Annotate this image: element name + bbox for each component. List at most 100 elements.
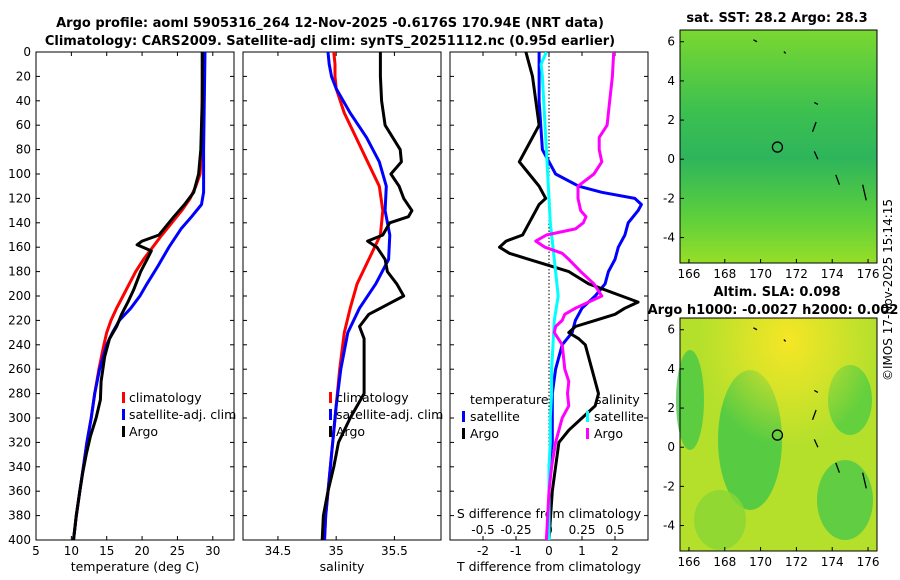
x-tick-label: -2 [477,544,489,558]
y-tick-label: 300 [8,411,31,425]
map-frame [679,29,878,264]
y-tick-label: 240 [8,338,31,352]
map-x-tick-label: 166 [678,267,701,281]
x-tick-label: 35 [329,544,344,558]
map-y-tick-label: 6 [667,35,675,49]
map-y-tick-label: 4 [667,74,675,88]
map-x-tick-label: 170 [749,267,772,281]
map-y-tick-label: -4 [663,231,675,245]
sst-map-title: sat. SST: 28.2 Argo: 28.3 [686,11,867,26]
coastline-island [753,39,758,43]
map-x-tick-label: 168 [713,267,736,281]
y-tick-label: 100 [8,167,31,181]
coastline-island [862,184,867,201]
y-tick-label: 380 [8,509,31,523]
series-line-satellite-adj-clim [72,52,207,540]
legend-label: Argo [129,424,158,439]
map-y-tick-label: -2 [663,479,675,493]
legend-swatch [586,411,589,422]
x-tick-label: 5 [32,544,40,558]
map-x-tick-label: 174 [821,267,844,281]
map-y-tick-label: 4 [667,362,675,376]
salinity-panel: 34.5 35 35.5 salinity climatology satellite-a… [242,51,443,574]
map-x-tick-label: 170 [749,555,772,569]
y-tick-label: 200 [8,289,31,303]
map-x-tick-label: 168 [713,555,736,569]
float-position-marker [771,429,784,441]
map-y-tick-label: 6 [667,323,675,337]
legend-swatch [122,426,125,437]
y-tick-label: 260 [8,362,31,376]
legend-label: climatology [336,390,409,405]
sla-map-title-line2: Argo h1000: -0.0027 h2000: 0.002 [648,303,899,318]
y-tick-label: 320 [8,435,31,449]
map-y-tick-label: 2 [667,401,675,415]
s-tick-label: -0.25 [500,523,531,537]
x-tick-label: 35.5 [381,544,408,558]
map-y-tick-label: 0 [667,440,675,454]
x-tick-label: 1 [578,544,586,558]
y-tick-label: 400 [8,533,31,547]
plot-frame [242,51,442,541]
coastline-island [783,51,787,54]
legend-label: satellite [594,409,644,424]
y-tick-label: 40 [16,94,31,108]
series-line-t-satellite [537,52,643,540]
legend-swatch [586,428,589,439]
x-axis-label: T difference from climatology [456,559,642,574]
y-tick-label: 280 [8,387,31,401]
coastline-island [811,121,817,133]
series-line-argo [72,52,204,540]
coastline-island [814,101,819,105]
x-axis-label: salinity [320,559,365,574]
s-tick-label: 0.5 [605,523,624,537]
legend-swatch [329,409,332,420]
copyright-timestamp: ©IMOS 17-Nov-2025 15:14:15 [881,199,895,381]
y-tick-label: 340 [8,460,31,474]
x-axis-label: temperature (deg C) [71,559,200,574]
y-tick-label: 360 [8,484,31,498]
y-tick-label: 0 [23,45,31,59]
y-tick-label: 160 [8,240,31,254]
map-y-tick-label: -4 [663,519,675,533]
map-x-tick-label: 176 [857,267,880,281]
map-x-tick-label: 176 [857,555,880,569]
map-x-tick-label: 172 [785,267,808,281]
legend-swatch [329,426,332,437]
legend-label: Argo [470,426,499,441]
x-tick-label: 0 [545,544,553,558]
map-y-tick-label: 2 [667,113,675,127]
legend-label: satellite-adj. clim [336,407,443,422]
x-tick-label: 34.5 [265,544,292,558]
float-position-marker [771,141,784,153]
coastline-island [813,439,819,448]
legend-label: Argo [336,424,365,439]
x-tick-label: 2 [611,544,619,558]
y-tick-label: 120 [8,191,31,205]
y-tick-label: 140 [8,216,31,230]
figure-title-line1: Argo profile: aoml 5905316_264 12-Nov-20… [56,16,604,31]
legend-label: Argo [594,426,623,441]
x-tick-label: 10 [64,544,79,558]
coastline-island [783,339,787,342]
sla-map-title-line1: Altim. SLA: 0.098 [714,285,841,300]
legend-swatch [122,409,125,420]
x-tick-label: 30 [205,544,220,558]
figure-title-line2: Climatology: CARS2009. Satellite-adj cli… [45,34,615,49]
series-line-s-satellite [539,52,560,540]
legend-title-salinity: salinity [595,392,640,407]
y-tick-label: 180 [8,265,31,279]
series-line-satellite-adj-clim [323,52,392,540]
legend-label: climatology [129,390,202,405]
legend-title-temperature: temperature [470,392,549,407]
x-tick-label: -1 [510,544,522,558]
series-line-t-argo [498,52,640,540]
coastline-island [862,472,867,489]
coastline-island [813,151,819,160]
coastline-island [835,174,841,185]
s-tick-label: -0.5 [471,523,494,537]
legend-swatch [122,392,125,403]
x-tick-label: 15 [99,544,114,558]
coastline-island [835,462,841,473]
